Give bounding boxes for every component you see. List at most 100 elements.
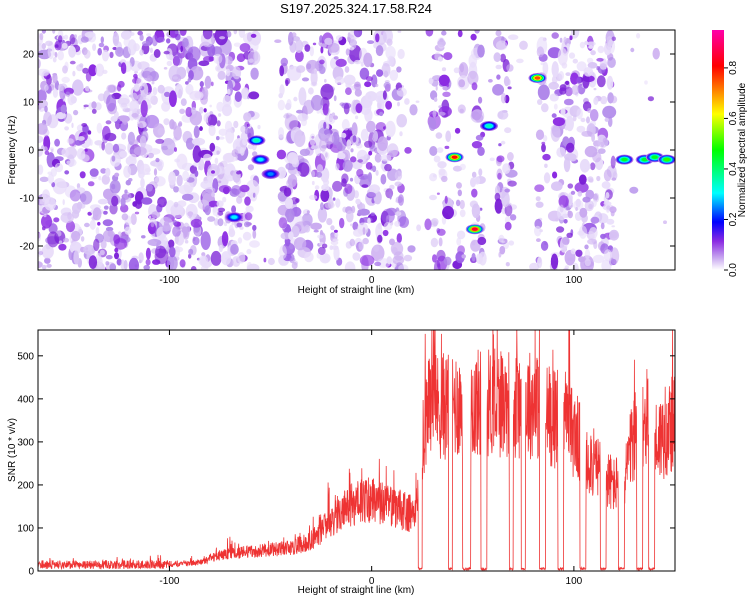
heatmap-cell	[456, 230, 466, 240]
heatmap-cell	[170, 142, 176, 150]
heatmap-cell	[345, 48, 350, 56]
heatmap-cell	[119, 150, 128, 158]
heatmap-cell	[141, 235, 146, 239]
heatmap-cell	[41, 214, 52, 229]
heatmap-cell	[359, 67, 370, 80]
heatmap-cell	[298, 87, 307, 106]
heatmap-cell	[327, 42, 340, 53]
heatmap-cell	[132, 139, 139, 146]
heatmap-cell	[153, 49, 161, 58]
heatmap-cell	[171, 121, 177, 130]
snr-panel: -100 0 100 0 100 200 300 400 500 Height of strai…	[7, 329, 676, 596]
heatmap-cell	[155, 138, 165, 144]
heatmap-cell	[80, 236, 85, 242]
heatmap-cell	[175, 53, 183, 66]
heatmap-cell	[590, 216, 600, 224]
heatmap-cell	[193, 125, 200, 139]
heatmap-cell	[374, 83, 379, 88]
heatmap-cell	[603, 169, 612, 182]
heatmap-cell	[54, 138, 60, 147]
heatmap-cell	[157, 196, 167, 208]
heatmap-cell	[193, 162, 199, 167]
heatmap-cell	[351, 205, 356, 214]
heatmap-cell	[334, 76, 345, 85]
heatmap-cell	[309, 194, 318, 200]
heatmap-cell	[429, 146, 438, 156]
heatmap-cell	[218, 113, 222, 117]
heatmap-cell	[548, 81, 559, 90]
heatmap-cell	[44, 257, 51, 264]
heatmap-cell	[203, 153, 212, 162]
heatmap-cell	[383, 222, 393, 231]
heatmap-cell	[188, 248, 194, 255]
heatmap-cell	[644, 80, 648, 85]
heatmap-cell	[187, 46, 201, 62]
heatmap-cell	[66, 160, 72, 165]
heatmap-cell	[91, 101, 97, 109]
heatmap-cell	[184, 239, 189, 244]
heatmap-cell	[457, 104, 466, 114]
heatmap-cell	[505, 262, 510, 267]
heatmap-cell	[93, 238, 100, 252]
heatmap-cell	[221, 231, 229, 247]
heatmap-cell	[79, 171, 86, 179]
heatmap-cell	[121, 132, 127, 140]
heatmap-cell	[134, 211, 140, 215]
heatmap-cell	[469, 200, 478, 208]
heatmap-cell	[608, 229, 620, 241]
heatmap-cell	[173, 201, 179, 208]
heatmap-cell	[547, 47, 562, 59]
heatmap-cell	[68, 45, 76, 58]
spectral-peak	[253, 138, 260, 143]
heatmap-cell	[71, 230, 81, 242]
heatmap-cell	[488, 79, 493, 83]
heatmap-cell	[107, 84, 117, 93]
heatmap-cell	[591, 133, 595, 142]
heatmap-cell	[89, 168, 99, 177]
heatmap-cell	[306, 210, 310, 214]
heatmap-cell	[576, 61, 587, 72]
heatmap-cell	[587, 41, 596, 46]
heatmap-cell	[572, 262, 579, 270]
heatmap-cell	[372, 130, 379, 142]
snr-series-line	[38, 330, 675, 571]
heatmap-cell	[607, 116, 613, 128]
heatmap-cell	[167, 214, 173, 219]
heatmap-cell	[471, 252, 476, 262]
heatmap-cell	[61, 76, 70, 83]
heatmap-cell	[432, 254, 437, 263]
heatmap-cell	[101, 141, 105, 151]
heatmap-cell	[537, 84, 550, 101]
heatmap-cell	[592, 193, 599, 201]
heatmap-cell	[95, 227, 100, 235]
heatmap-cell	[291, 261, 298, 270]
heatmap-cell	[496, 74, 501, 80]
heatmap-cell	[293, 96, 298, 102]
spectral-peak	[621, 157, 628, 162]
heatmap-cell	[569, 35, 573, 41]
heatmap-cell	[507, 78, 511, 86]
heatmap-cell	[129, 100, 140, 112]
heatmap-cell	[551, 75, 558, 84]
heatmap-cell	[185, 83, 194, 95]
heatmap-cell	[385, 100, 392, 110]
spectral-peak	[534, 76, 541, 80]
heatmap-cell	[219, 36, 226, 40]
heatmap-cell	[578, 174, 587, 185]
heatmap-cell	[455, 199, 461, 207]
heatmap-cell	[38, 58, 41, 69]
heatmap-cell	[192, 236, 200, 246]
heatmap-cell	[73, 109, 79, 116]
heatmap-cell	[237, 252, 246, 264]
heatmap-cell	[563, 267, 569, 270]
heatmap-cell	[541, 103, 549, 113]
heatmap-cell	[310, 94, 324, 111]
heatmap-cell	[374, 261, 382, 267]
heatmap-cell	[566, 142, 575, 153]
heatmap-cell	[146, 75, 153, 82]
heatmap-cell	[314, 185, 320, 190]
heatmap-cell	[189, 90, 204, 101]
heatmap-cell	[544, 163, 548, 168]
heatmap-cell	[381, 63, 391, 77]
heatmap-cell	[592, 254, 605, 264]
